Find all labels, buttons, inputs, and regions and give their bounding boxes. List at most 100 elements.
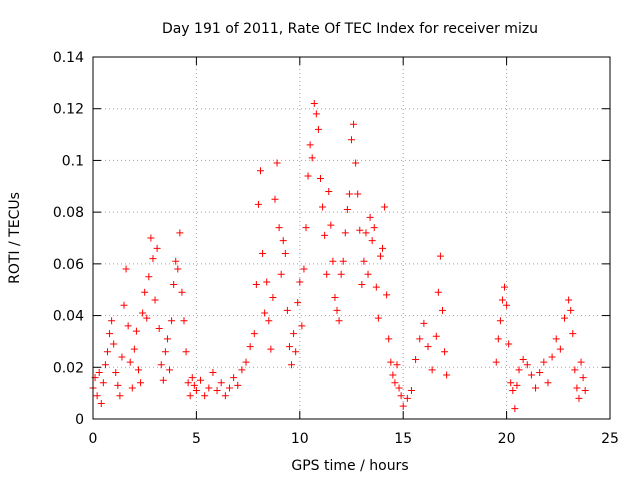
data-point [581,387,589,395]
data-point [246,343,254,351]
data-point [182,348,190,356]
y-axis-label: ROTI / TECUs [7,192,23,284]
data-point [277,270,285,278]
data-point [310,100,318,108]
data-point [271,195,279,203]
data-point [438,306,446,314]
data-point [443,371,451,379]
data-point [372,283,380,291]
data-point [143,314,151,322]
data-point [149,255,157,263]
data-point [108,317,116,325]
data-point [296,278,304,286]
data-point [527,371,535,379]
data-point [110,340,118,348]
data-point [97,399,105,407]
x-tick-label: 20 [498,431,516,447]
data-point [434,288,442,296]
data-point [221,392,229,400]
data-point [416,335,424,343]
data-point [432,332,440,340]
data-point [273,159,281,167]
x-tick-label: 25 [601,431,619,447]
data-point [496,317,504,325]
data-point [114,381,122,389]
axis-ticks: 0 5 10 15 20 25 0 0.02 0.04 0.06 0.08 0.1 0.12 0.14 [53,50,619,447]
data-point [103,348,111,356]
data-point [242,358,250,366]
data-point [364,270,372,278]
data-point [306,141,314,149]
data-point [393,361,401,369]
data-point [548,353,556,361]
data-point [213,387,221,395]
y-tick-label: 0.02 [53,360,84,376]
x-tick-label: 5 [192,431,201,447]
data-point [575,394,583,402]
data-point [120,301,128,309]
data-point [294,299,302,307]
x-tick-label: 15 [394,431,412,447]
data-point [122,265,130,273]
data-point [407,387,415,395]
data-point [176,229,184,237]
data-point [370,224,378,232]
data-point [209,368,217,376]
data-point [217,379,225,387]
data-point [288,361,296,369]
data-point [391,379,399,387]
data-point [263,278,271,286]
data-point [494,335,502,343]
data-point [230,374,238,382]
data-point [93,392,101,400]
data-point [285,343,293,351]
y-tick-label: 0.1 [62,153,84,169]
data-point [166,366,174,374]
data-point [132,327,140,335]
data-point [275,224,283,232]
data-point [281,250,289,258]
data-point [395,384,403,392]
data-point [112,368,120,376]
y-tick-label: 0.08 [53,205,84,221]
data-point [118,353,126,361]
data-point [350,120,358,128]
data-point [556,345,564,353]
plot-frame [92,56,611,420]
data-point [436,252,444,260]
data-point [381,203,389,211]
data-point [283,306,291,314]
data-point [362,229,370,237]
data-point [312,110,320,118]
data-point [536,368,544,376]
data-point [314,125,322,133]
data-point [128,384,136,392]
data-point [544,379,552,387]
data-point [412,356,420,364]
data-point [174,265,182,273]
data-point [292,348,300,356]
data-point [180,317,188,325]
data-point [333,306,341,314]
data-point [126,358,134,366]
data-point [428,366,436,374]
data-point [139,309,147,317]
data-point [319,203,327,211]
data-points [89,100,589,413]
data-point [261,309,269,317]
data-point [302,224,310,232]
y-tick-label: 0.12 [53,102,84,118]
data-point [519,356,527,364]
data-point [515,366,523,374]
data-point [379,244,387,252]
data-point [399,402,407,410]
data-point [157,361,165,369]
data-point [130,345,138,353]
data-point [153,244,161,252]
data-point [383,291,391,299]
data-point [316,175,324,183]
data-point [337,270,345,278]
data-point [339,257,347,265]
data-point [124,322,132,330]
